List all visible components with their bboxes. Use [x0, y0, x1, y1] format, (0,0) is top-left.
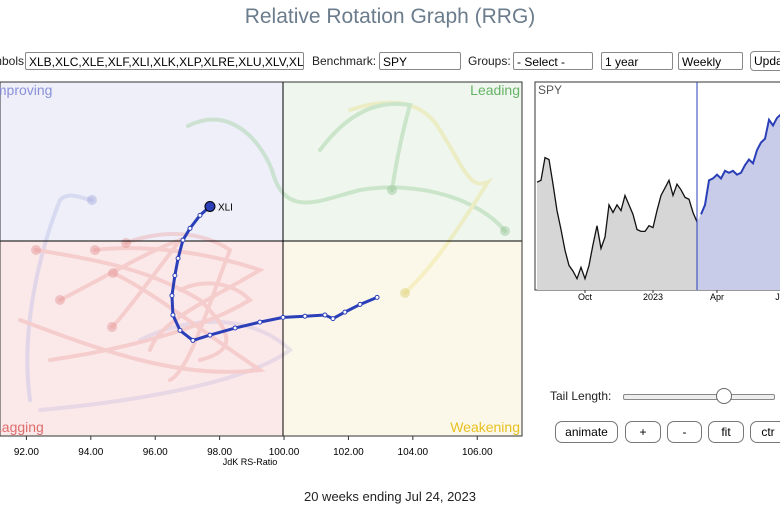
slider-thumb[interactable] [716, 388, 732, 404]
symbols-label: Symbols: [0, 54, 28, 68]
price-title: SPY [538, 83, 562, 97]
price-area [537, 157, 697, 290]
frequency-select[interactable]: Weekly [678, 52, 743, 70]
tail-point [232, 325, 238, 331]
tail-point [322, 312, 328, 318]
price-line [536, 156, 698, 281]
groups-select[interactable]: - Select - [513, 52, 593, 70]
benchmark-label: Benchmark: [312, 54, 377, 68]
tail-point [330, 316, 336, 322]
tail-point [342, 309, 348, 315]
series-label: XLI [218, 202, 233, 213]
quadrant-label: Leading [470, 82, 520, 98]
x-tick-label: 2023 [643, 292, 663, 302]
x-tick-label: 92.00 [14, 447, 39, 458]
x-tick-label: Jul [775, 292, 780, 302]
tail-length-label: Tail Length: [550, 389, 612, 403]
lagging-bg [0, 241, 283, 436]
other-tails [18, 100, 507, 412]
x-tick-label: 102.00 [333, 447, 364, 458]
animate-button[interactable]: animate [555, 421, 618, 443]
tail-point [170, 312, 176, 318]
tail-point [190, 337, 196, 343]
quadrant-label: Lagging [0, 419, 44, 435]
leading-bg [283, 82, 522, 241]
symbols-input[interactable]: XLB,XLC,XLE,XLF,XLI,XLK,XLP,XLRE,XLU,XLV… [25, 52, 304, 70]
x-tick-label: 96.00 [143, 447, 168, 458]
quadrant-label: Weakening [450, 419, 520, 435]
tail-point [357, 301, 363, 307]
benchmark-input[interactable]: SPY [379, 52, 461, 70]
tail-point [180, 237, 186, 243]
tail-point [374, 294, 380, 300]
tail-point [257, 319, 263, 325]
x-tick-label: 106.00 [462, 447, 493, 458]
x-tick-label: 94.00 [78, 447, 103, 458]
x-tick-label: 104.00 [398, 447, 429, 458]
x-tick-label: 100.00 [269, 447, 300, 458]
tail-point [172, 273, 178, 279]
tail-point [197, 212, 203, 218]
weakening-bg [283, 241, 522, 436]
minus-button[interactable]: - [667, 421, 702, 443]
improving-bg [0, 82, 283, 241]
period-select[interactable]: 1 year [601, 52, 673, 70]
ctr-button[interactable]: ctr [750, 421, 780, 443]
tail-point [169, 293, 175, 299]
price-line [700, 113, 780, 215]
tail-point [207, 332, 213, 338]
plus-button[interactable]: + [625, 421, 661, 443]
tail-point [177, 327, 183, 333]
tail-slider[interactable] [623, 394, 775, 400]
quadrant-label: Improving [0, 82, 52, 98]
tail-point [302, 313, 308, 319]
price-area [697, 115, 780, 290]
plot-frame [0, 81, 523, 437]
x-axis-label: JdK RS-Ratio [223, 457, 278, 467]
x-tick-label: Oct [578, 292, 593, 302]
fit-button[interactable]: fit [708, 421, 744, 443]
tail-point [187, 225, 193, 231]
groups-label: Groups: [468, 54, 511, 68]
other-heads [31, 185, 510, 332]
tail-point [280, 314, 286, 320]
tail-point [175, 255, 181, 261]
title: Relative Rotation Graph (RRG) [244, 5, 536, 28]
update-button[interactable]: Update [750, 51, 780, 71]
head-point [204, 200, 216, 212]
footer-caption: 20 weeks ending Jul 24, 2023 [303, 489, 476, 504]
x-tick-label: 98.00 [207, 447, 232, 458]
x-tick-label: Apr [710, 292, 724, 302]
